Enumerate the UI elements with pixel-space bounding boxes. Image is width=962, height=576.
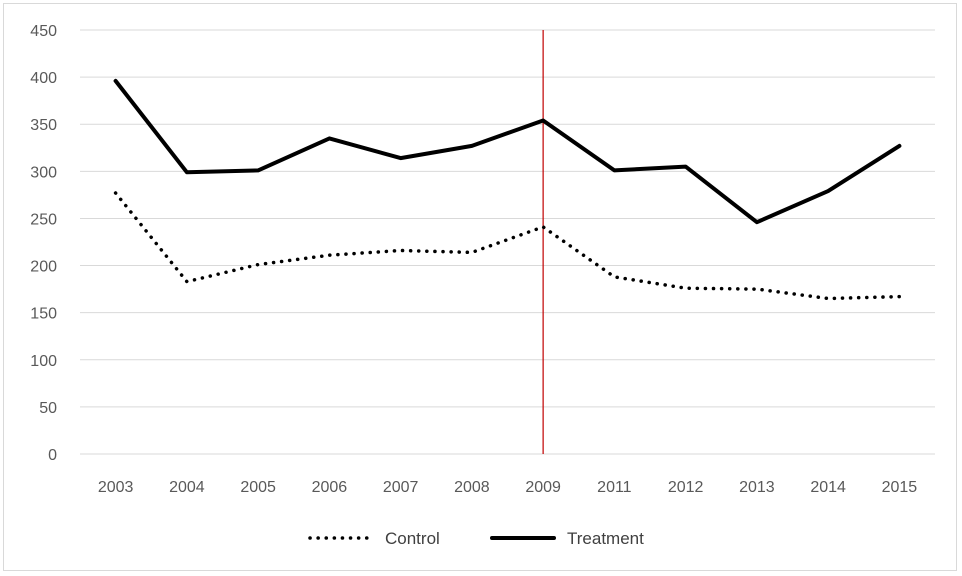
x-tick-label: 2011 [597, 479, 632, 496]
y-axis-tick-labels: 0 50 100 150 200 250 300 350 400 450 [30, 23, 57, 464]
y-tick-label: 0 [48, 447, 57, 464]
y-tick-label: 400 [30, 70, 57, 87]
legend-item-treatment: Treatment [490, 529, 644, 548]
x-tick-label: 2006 [312, 479, 348, 496]
x-axis-tick-labels: 2003 2004 2005 2006 2007 2008 2009 2011 2012 2013… [98, 479, 917, 496]
legend-label: Treatment [567, 529, 644, 548]
y-tick-label: 450 [30, 23, 57, 40]
x-tick-label: 2013 [739, 479, 775, 496]
legend: Control Treatment [308, 529, 644, 548]
y-tick-label: 150 [30, 306, 57, 323]
x-tick-label: 2009 [525, 479, 561, 496]
y-tick-label: 200 [30, 259, 57, 276]
y-tick-label: 300 [30, 164, 57, 181]
x-tick-label: 2007 [383, 479, 419, 496]
x-tick-label: 2003 [98, 479, 134, 496]
chart-frame [3, 3, 957, 571]
gridlines [80, 29, 935, 455]
legend-item-control: Control [308, 529, 440, 548]
x-tick-label: 2015 [882, 479, 918, 496]
x-tick-label: 2014 [810, 479, 846, 496]
series-line-control [113, 191, 902, 301]
y-tick-label: 50 [39, 400, 57, 417]
y-tick-label: 350 [30, 117, 57, 134]
y-tick-label: 100 [30, 353, 57, 370]
y-tick-label: 250 [30, 211, 57, 228]
x-tick-label: 2008 [454, 479, 490, 496]
legend-label: Control [385, 529, 440, 548]
series-line-treatment [113, 78, 902, 225]
x-tick-label: 2004 [169, 479, 205, 496]
series-lines [113, 78, 902, 301]
x-tick-label: 2005 [240, 479, 276, 496]
x-tick-label: 2012 [668, 479, 704, 496]
